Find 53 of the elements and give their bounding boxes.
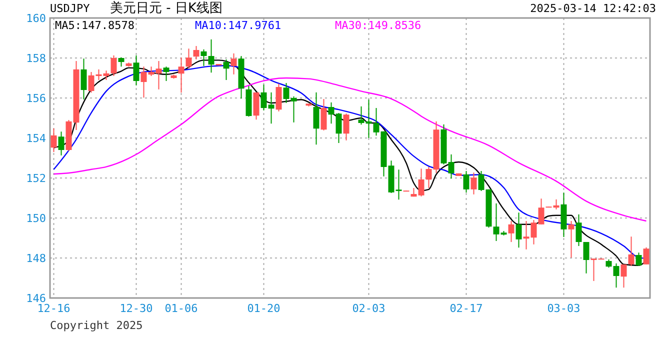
- candlestick: [628, 236, 634, 266]
- y-tick-label: 156: [26, 92, 46, 105]
- line-series: [53, 77, 647, 222]
- y-tick-label: 148: [26, 252, 46, 265]
- candlestick: [223, 58, 230, 80]
- x-tick-label: 03-03: [547, 302, 580, 315]
- candlestick: [620, 264, 627, 288]
- candlestick: [463, 170, 470, 194]
- candlestick: [253, 92, 260, 120]
- y-tick-label: 158: [26, 52, 46, 65]
- x-tick-label: 01-06: [164, 302, 198, 315]
- candlestick: [576, 214, 582, 246]
- candlestick: [163, 66, 170, 82]
- candlestick: [186, 48, 192, 70]
- y-tick-label: 160: [26, 12, 46, 25]
- candlestick: [133, 54, 140, 86]
- candlestick: [320, 98, 327, 131]
- candlestick: [276, 83, 282, 112]
- candlestick: [583, 242, 590, 274]
- candlestick: [80, 58, 87, 100]
- candlestick: [208, 38, 214, 74]
- x-tick-label: 01-20: [247, 302, 280, 315]
- candlestick: [508, 220, 514, 242]
- candlestick: [230, 52, 237, 75]
- candlestick: [313, 92, 320, 146]
- text: USDJPY: [50, 2, 90, 15]
- text: MA30:149.8536: [335, 19, 422, 32]
- candlestick: [343, 113, 350, 141]
- candlestick: [50, 128, 57, 152]
- candlestick: [200, 48, 207, 66]
- y-tick-label: 146: [26, 292, 46, 305]
- x-tick-label: 12-30: [120, 302, 153, 315]
- text: Copyright 2025: [50, 319, 143, 332]
- x-tick-label: 02-03: [352, 302, 386, 315]
- chart-title: 美元日元 - 日K线图: [110, 0, 222, 16]
- y-tick-label: 154: [26, 132, 46, 145]
- text: MA5:147.8578: [55, 19, 134, 32]
- text: MA10:147.9761: [195, 19, 282, 32]
- candlestick: [516, 212, 522, 248]
- candlestick: [568, 220, 574, 258]
- x-tick-label: 02-17: [450, 302, 483, 315]
- candlestick: [58, 131, 64, 156]
- candlestick: [118, 56, 124, 68]
- x-tick-label: 12-16: [37, 302, 70, 315]
- candlestick: [636, 252, 642, 266]
- candlestick: [643, 246, 650, 265]
- y-tick-label: 152: [26, 172, 46, 185]
- text: 2025-03-14 12:42:03: [530, 2, 656, 15]
- candlestick: [470, 172, 477, 195]
- candlestick: [178, 57, 184, 94]
- candlestick: [193, 46, 200, 60]
- candlestick: [110, 54, 117, 76]
- y-tick-label: 150: [26, 212, 46, 225]
